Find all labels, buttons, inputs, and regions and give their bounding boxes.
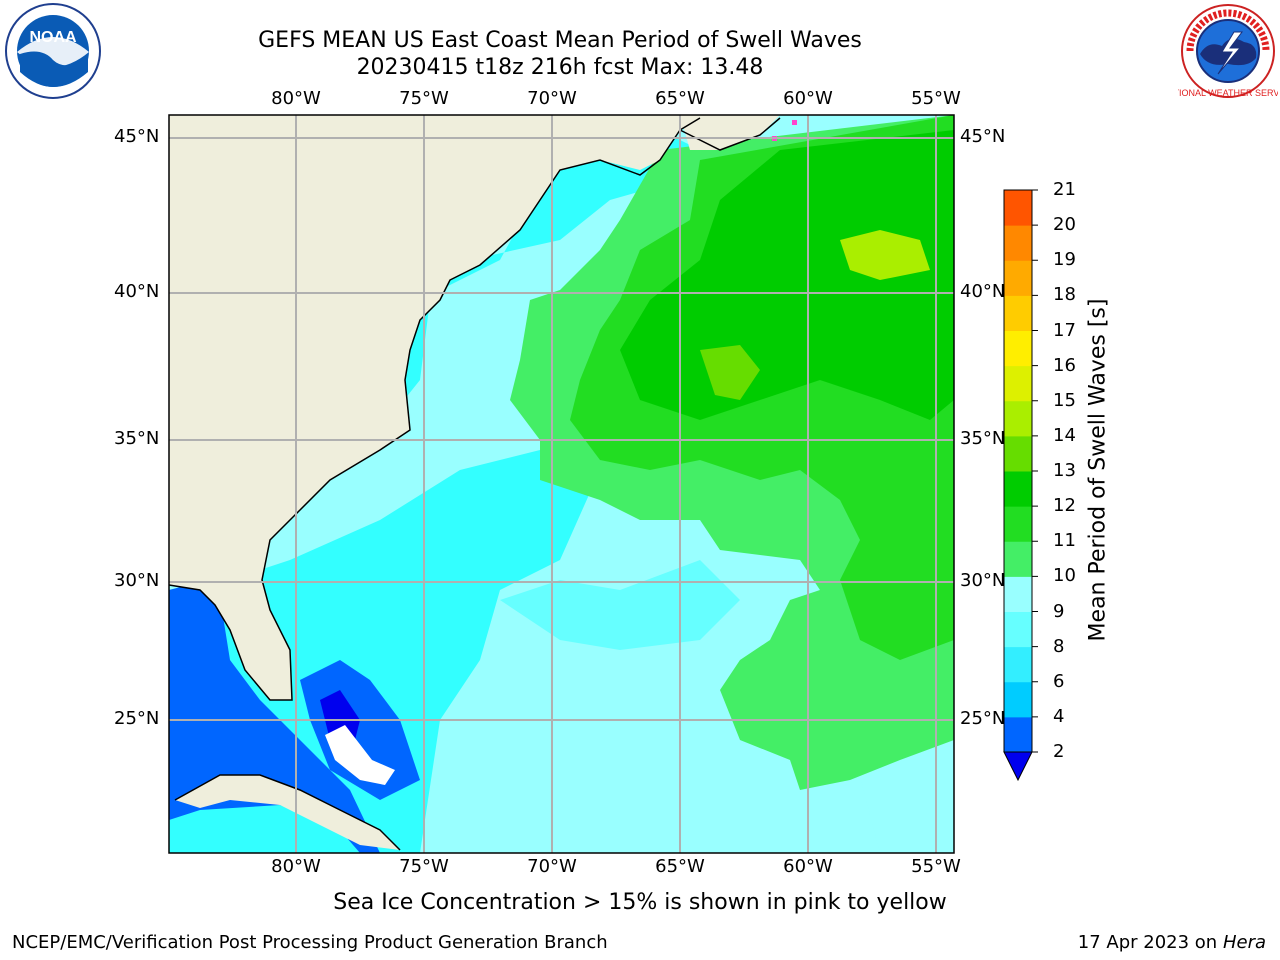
lat-label-left: 30°N <box>114 570 160 591</box>
lon-label-bottom: 55°W <box>911 856 961 877</box>
colorbar-tick-label: 16 <box>1053 354 1076 376</box>
colorbar-tick-label: 20 <box>1053 214 1076 236</box>
ocean-zone-yellowgreen <box>840 230 930 280</box>
colorbar-segment <box>1004 260 1032 296</box>
coastline-us <box>169 117 701 701</box>
bahamas-white <box>325 725 395 785</box>
lon-label-top: 75°W <box>399 88 449 109</box>
lon-label-bottom: 70°W <box>527 856 577 877</box>
colorbar-segment <box>1004 681 1032 718</box>
colorbar-segment <box>1004 471 1032 507</box>
sea-ice-patch <box>792 120 797 125</box>
colorbar-segment <box>1004 611 1032 648</box>
colorbar-segment <box>1004 225 1032 261</box>
footer-date: 17 Apr 2023 on Hera <box>1078 932 1266 953</box>
lat-label-left: 40°N <box>114 281 160 302</box>
sea-ice-note-text: Sea Ice Concentration > 15% is shown in … <box>333 890 947 915</box>
coastline-cuba <box>174 774 401 851</box>
colorbar-tick-label: 11 <box>1053 530 1076 552</box>
lat-label-right: 40°N <box>960 281 1006 302</box>
colorbar-segment <box>1004 330 1032 367</box>
colorbar-tick-label: 14 <box>1053 424 1076 446</box>
colorbar-tick-label: 18 <box>1053 284 1076 306</box>
coastline-nova-scotia <box>679 117 781 151</box>
lon-label-top: 65°W <box>655 88 705 109</box>
colorbar-under-arrow <box>1003 751 1033 782</box>
colorbar-tick-label: 9 <box>1053 600 1065 622</box>
colorbar-tick-label: 4 <box>1053 705 1065 727</box>
colorbar-segment <box>1004 365 1032 402</box>
footer-date-text: 17 Apr 2023 on <box>1077 932 1223 953</box>
lon-label-top: 70°W <box>527 88 577 109</box>
colorbar-tick-label: 2 <box>1053 741 1065 762</box>
colorbar-segment <box>1004 295 1032 331</box>
ocean-zone-darkgreen <box>620 130 954 420</box>
nws-logo: NATIONAL WEATHER SERVICE <box>1178 4 1278 98</box>
colorbar-title: Mean Period of Swell Waves [s] <box>1085 298 1111 642</box>
lon-label-top: 80°W <box>271 88 321 109</box>
caribbean-cyan <box>169 805 360 853</box>
land-cuba <box>175 775 400 850</box>
footer-machine: Hera <box>1222 932 1266 953</box>
colorbar <box>1003 189 1038 782</box>
lon-label-bottom: 65°W <box>655 856 705 877</box>
colorbar-segment <box>1004 435 1032 472</box>
lon-label-top: 55°W <box>911 88 961 109</box>
colorbar-segment <box>1004 190 1032 226</box>
colorbar-segment <box>1004 646 1032 683</box>
colorbar-segment <box>1004 541 1032 577</box>
land-northeast <box>169 115 700 700</box>
colorbar-tick-label: 21 <box>1053 179 1076 200</box>
colorbar-tick-label: 17 <box>1053 319 1076 341</box>
chart-subtitle: 20230415 t18z 216h fcst Max: 13.48 <box>356 55 764 80</box>
footer-credit: NCEP/EMC/Verification Post Processing Pr… <box>12 932 608 953</box>
lat-label-left: 25°N <box>114 708 160 729</box>
chart-title: GEFS MEAN US East Coast Mean Period of S… <box>258 28 862 53</box>
colorbar-tick-label: 10 <box>1053 565 1076 587</box>
lon-label-bottom: 75°W <box>399 856 449 877</box>
colorbar-segment <box>1004 400 1032 437</box>
colorbar-tick-label: 19 <box>1053 249 1076 271</box>
colorbar-tick-label: 6 <box>1053 670 1065 692</box>
noaa-logo: NOAA <box>5 3 101 99</box>
colorbar-tick-label: 8 <box>1053 635 1065 657</box>
noaa-logo-text: NOAA <box>29 29 77 46</box>
lat-label-left: 45°N <box>114 126 160 147</box>
colorbar-segment <box>1004 506 1032 542</box>
ocean-zone-yellowgreen-2 <box>700 345 760 400</box>
map-frame <box>168 114 955 854</box>
lat-label-left: 35°N <box>114 428 160 449</box>
colorbar-tick-label: 13 <box>1053 460 1076 481</box>
lon-label-bottom: 60°W <box>783 856 833 877</box>
lon-label-top: 60°W <box>783 88 833 109</box>
nws-logo-text: NATIONAL WEATHER SERVICE <box>1178 88 1278 98</box>
land-nova-scotia <box>680 115 780 150</box>
lat-label-right: 45°N <box>960 126 1006 147</box>
sea-ice-note: Sea Ice Concentration > 15% is shown in … <box>0 890 1280 915</box>
lon-label-bottom: 80°W <box>271 856 321 877</box>
lat-label-right: 25°N <box>960 708 1006 729</box>
colorbar-tick-label: 15 <box>1053 389 1076 411</box>
lat-label-right: 30°N <box>960 570 1006 591</box>
colorbar-tick-label: 12 <box>1053 495 1076 517</box>
colorbar-segment <box>1004 716 1032 753</box>
lat-label-right: 35°N <box>960 428 1006 449</box>
colorbar-segment <box>1004 576 1032 612</box>
